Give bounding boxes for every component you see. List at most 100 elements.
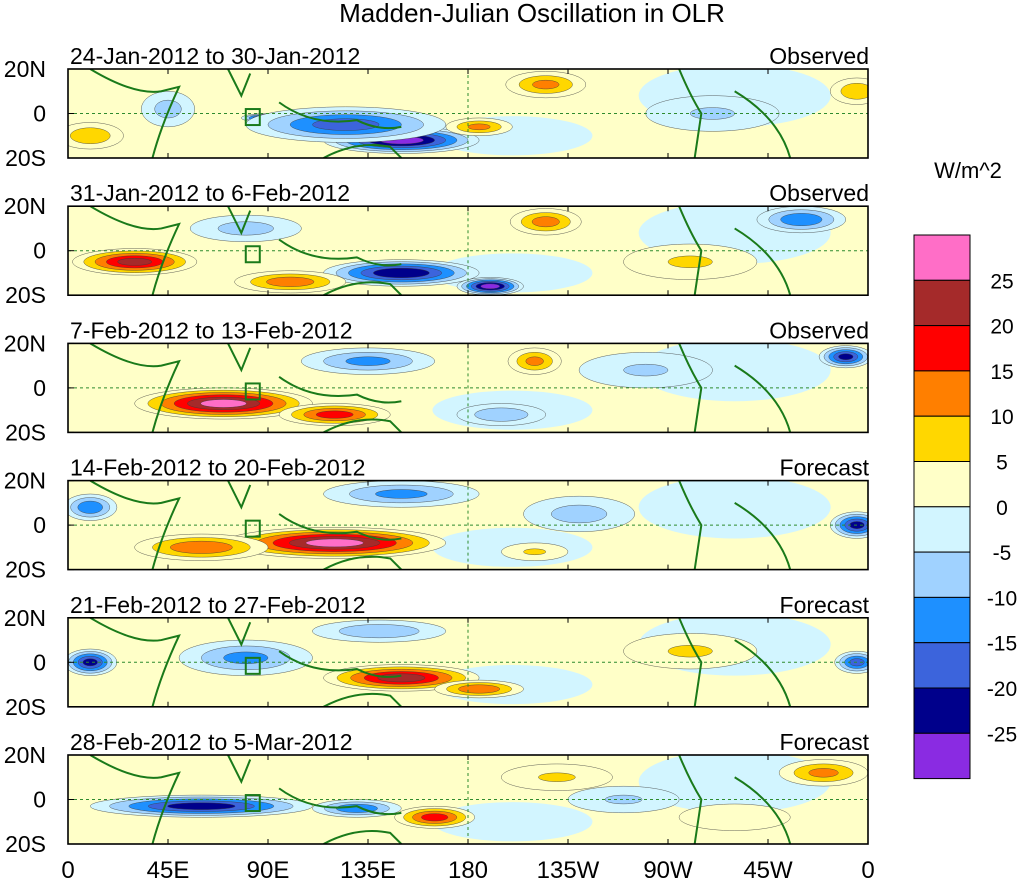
anomaly-cell <box>305 538 364 548</box>
anomaly-cell <box>170 540 233 554</box>
y-tick-label: 20N <box>4 605 46 631</box>
anomaly-cell <box>345 356 391 366</box>
ceylon-box <box>244 382 261 401</box>
anomaly-cell <box>167 802 236 810</box>
anomaly-cell <box>315 410 354 419</box>
panel: 20N 0 20S 7-Feb-2012 to 13-Feb-2012 Observed <box>4 317 869 445</box>
y-tick-label: 0 <box>33 787 46 813</box>
y-tick-label: 20N <box>4 56 46 82</box>
x-axis: 0 45E 90E 135E 180 135W 90W 45W 0 <box>61 857 874 884</box>
panel-status-label: Observed <box>769 180 869 206</box>
australia-coastline <box>323 830 403 844</box>
africa-coastline <box>89 69 181 158</box>
africa-coastline <box>89 480 181 570</box>
y-tick-label: 20S <box>5 145 46 171</box>
y-tick-label: 0 <box>33 238 46 264</box>
anomaly-cell <box>377 673 426 683</box>
anomaly-cell <box>70 127 111 144</box>
x-tick-label: 135E <box>340 857 396 884</box>
americas-coastline <box>678 206 792 296</box>
anomaly-cell <box>532 79 560 90</box>
panel-period-label: 21-Feb-2012 to 27-Feb-2012 <box>70 592 365 618</box>
panel: 20N 0 20S 14-Feb-2012 to 20-Feb-2012 Forecas… <box>4 455 870 583</box>
colorbar-swatch <box>913 551 971 598</box>
colorbar-swatch <box>913 415 971 463</box>
y-tick-label: 20S <box>5 282 46 308</box>
anomaly-cell <box>421 813 449 822</box>
colorbar-swatch <box>913 506 971 553</box>
americas-coastline <box>678 69 792 158</box>
panel-period-label: 31-Jan-2012 to 6-Feb-2012 <box>70 180 350 206</box>
anomaly-cell <box>638 480 831 539</box>
ceylon-box <box>244 656 261 675</box>
anomaly-cell <box>432 802 593 842</box>
colorbar-tick-label: -5 <box>993 542 1012 565</box>
anomaly-cell <box>266 276 315 287</box>
x-tick-label: 90W <box>643 857 693 884</box>
panel-period-label: 28-Feb-2012 to 5-Mar-2012 <box>70 729 353 755</box>
colorbar-swatch <box>913 642 971 689</box>
anomaly-cell <box>523 548 546 555</box>
anomaly-cell <box>338 624 420 639</box>
panel-status-label: Forecast <box>780 455 870 481</box>
ceylon-box <box>244 245 261 264</box>
africa-coastline <box>89 617 181 707</box>
india-coastline <box>227 617 252 647</box>
y-tick-label: 0 <box>33 375 46 401</box>
y-tick-label: 20S <box>5 831 46 857</box>
y-tick-label: 20S <box>5 419 46 445</box>
panel-status-label: Forecast <box>780 592 870 618</box>
coastlines <box>89 69 792 158</box>
anomaly-cell <box>458 684 501 694</box>
panel: 20N 0 20S 24-Jan-2012 to 30-Jan-2012 Observe… <box>4 43 869 171</box>
colorbar-swatch <box>913 732 971 780</box>
colorbar-tick-label: -10 <box>987 587 1017 610</box>
anomaly-field <box>134 343 868 430</box>
anomaly-cell <box>678 803 791 831</box>
india-coastline <box>227 206 252 236</box>
americas-coastline <box>678 480 792 570</box>
australia-coastline <box>323 144 403 158</box>
y-tick-label: 20N <box>4 330 46 356</box>
colorbar-tick-label: 15 <box>990 361 1013 384</box>
y-tick-label: 20S <box>5 694 46 720</box>
panels: 20N 0 20S 24-Jan-2012 to 30-Jan-2012 Observe… <box>4 43 870 857</box>
india-coastline <box>227 69 252 99</box>
panel-period-label: 14-Feb-2012 to 20-Feb-2012 <box>70 455 365 481</box>
ceylon-box <box>244 794 261 813</box>
anomaly-cell <box>808 768 839 778</box>
colorbar-tick-label: -15 <box>987 633 1017 656</box>
india-coastline <box>227 755 252 785</box>
americas-coastline <box>678 755 792 844</box>
colorbar-swatch <box>913 279 971 327</box>
ceylon-box <box>244 108 261 127</box>
colorbar-tick-label: -25 <box>987 723 1017 746</box>
colorbar-swatch <box>913 370 971 417</box>
anomaly-cell <box>604 794 643 805</box>
colorbar-tick-label: 20 <box>990 316 1013 339</box>
coastlines <box>89 480 792 570</box>
colorbar-swatch <box>913 461 971 508</box>
colorbar-tick-label: -20 <box>987 678 1017 701</box>
africa-coastline <box>89 755 181 844</box>
y-tick-label: 0 <box>33 649 46 675</box>
anomaly-cell <box>531 216 560 228</box>
colorbar-tick-label: 5 <box>996 452 1008 475</box>
anomaly-field <box>68 617 868 705</box>
anomaly-cell <box>667 255 713 268</box>
colorbar-tick-label: 25 <box>990 270 1013 293</box>
anomaly-field <box>68 480 868 567</box>
colorbar-tick-label: 10 <box>990 406 1013 429</box>
ceylon-box <box>244 519 261 538</box>
colorbar-swatch <box>913 596 971 644</box>
anomaly-cell <box>623 364 669 377</box>
x-tick-label: 180 <box>448 857 488 884</box>
anomaly-cell <box>667 645 713 658</box>
anomaly-cell <box>474 407 529 422</box>
y-tick-label: 0 <box>33 101 46 127</box>
panel-status-label: Observed <box>769 317 869 343</box>
africa-coastline <box>89 206 181 296</box>
y-tick-label: 20N <box>4 193 46 219</box>
india-coastline <box>227 480 252 510</box>
americas-coastline <box>678 343 792 433</box>
